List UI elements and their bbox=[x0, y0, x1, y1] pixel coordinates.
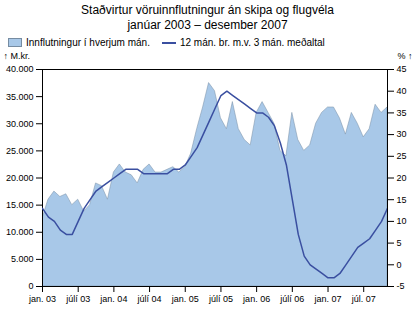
svg-text:-5: -5 bbox=[397, 281, 405, 291]
svg-text:jan. 03: jan. 03 bbox=[28, 294, 56, 304]
html-text:Staðvirtur vöruinnflutningur á: Staðvirtur vöruinnflutningur án skipa og… bbox=[81, 3, 334, 32]
svg-text:5.000: 5.000 bbox=[11, 254, 34, 264]
svg-text:% ↑: % ↑ bbox=[397, 51, 412, 61]
svg-text:júlí 05: júlí 05 bbox=[208, 294, 233, 304]
svg-text:jan. 06: jan. 06 bbox=[242, 294, 270, 304]
svg-text:15.000: 15.000 bbox=[6, 200, 34, 210]
svg-text:10.000: 10.000 bbox=[6, 227, 34, 237]
html-text:Innflutningur í hverjum mán.: Innflutningur í hverjum mán. bbox=[26, 37, 150, 48]
svg-text:5: 5 bbox=[397, 238, 402, 248]
svg-text:10: 10 bbox=[397, 216, 407, 226]
svg-text:40.000: 40.000 bbox=[6, 64, 34, 74]
svg-text:↑ M.kr.: ↑ M.kr. bbox=[4, 51, 31, 61]
svg-text:35: 35 bbox=[397, 108, 407, 118]
svg-text:júlí 03: júlí 03 bbox=[65, 294, 90, 304]
svg-text:25.000: 25.000 bbox=[6, 146, 34, 156]
svg-text:0: 0 bbox=[397, 260, 402, 270]
svg-text:25: 25 bbox=[397, 151, 407, 161]
svg-text:45: 45 bbox=[397, 64, 407, 74]
svg-text:jan. 05: jan. 05 bbox=[171, 294, 199, 304]
svg-text:júlí 04: júlí 04 bbox=[137, 294, 162, 304]
svg-text:30.000: 30.000 bbox=[6, 119, 34, 129]
svg-text:20: 20 bbox=[397, 173, 407, 183]
svg-text:júl. 07: júl. 07 bbox=[351, 294, 376, 304]
svg-text:20.000: 20.000 bbox=[6, 173, 34, 183]
svg-text:jan. 07: jan. 07 bbox=[314, 294, 342, 304]
svg-text:35.000: 35.000 bbox=[6, 92, 34, 102]
svg-text:40: 40 bbox=[397, 86, 407, 96]
svg-text:júlí 06: júlí 06 bbox=[279, 294, 304, 304]
html-text:12 mán. br. m.v. 3 mán. meðalt: 12 mán. br. m.v. 3 mán. meðaltal bbox=[180, 37, 325, 48]
svg-text:30: 30 bbox=[397, 129, 407, 139]
svg-text:15: 15 bbox=[397, 195, 407, 205]
svg-text:0: 0 bbox=[28, 281, 33, 291]
svg-text:jan. 04: jan. 04 bbox=[99, 294, 127, 304]
